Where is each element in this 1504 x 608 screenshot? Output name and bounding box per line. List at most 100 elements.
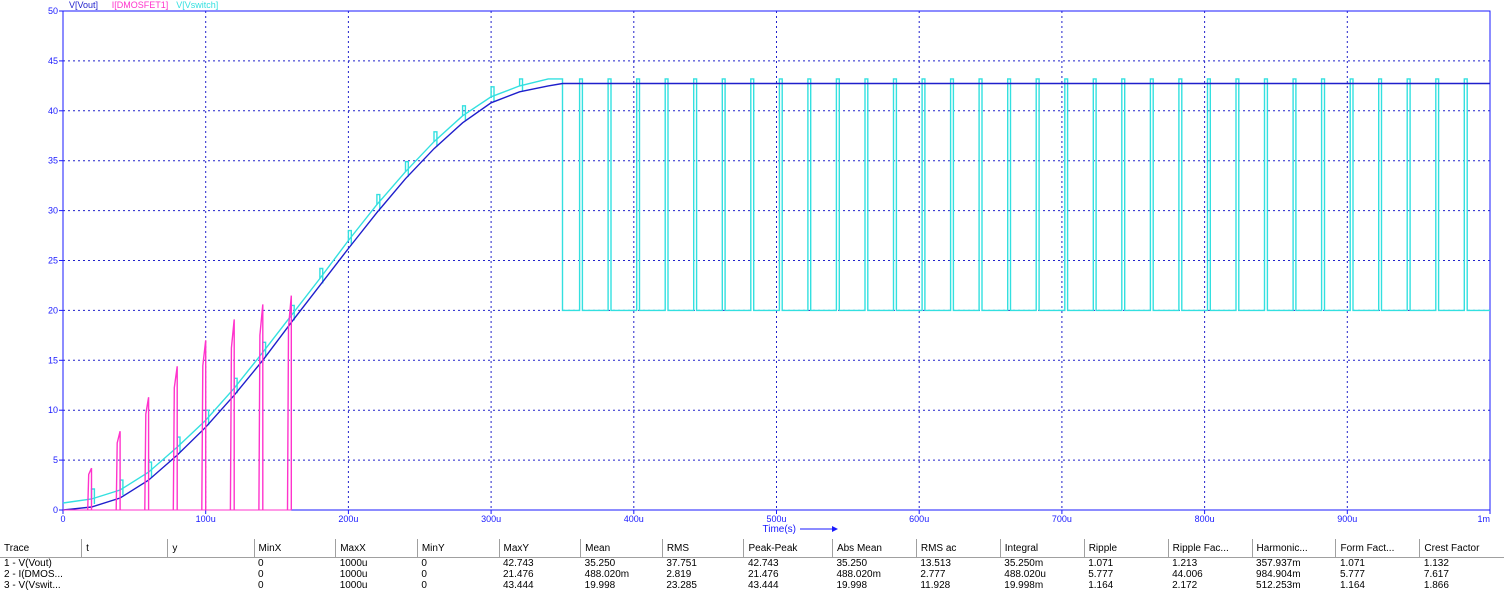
series-idmosfet-pulse — [172, 366, 178, 511]
series-idmosfet-pulse — [115, 431, 121, 511]
series-vswitch-pulse — [376, 193, 381, 210]
table-cell: 357.937m — [1256, 558, 1301, 569]
table-cell — [168, 569, 254, 580]
table-cell: 19.998m — [1004, 580, 1044, 591]
plot-frame — [62, 10, 1491, 511]
table-cell: 1.071 — [1088, 558, 1114, 569]
series-vswitch-pulse — [404, 161, 409, 177]
table-cell: 35.250 — [836, 558, 868, 569]
table-cell: 2.777 — [920, 569, 946, 580]
table-cell: 1 - V(Vout) — [4, 558, 52, 569]
series-idmosfet-pulse — [87, 467, 93, 511]
table-cell: 984.904m — [1256, 569, 1301, 580]
legend-entry: I[DMOSFET1] — [112, 0, 169, 10]
x-tick-label: 800u — [1195, 514, 1215, 524]
table-row[interactable]: 1 - V(Vout) 0 1000u 0 42.743 35.250 37.7… — [0, 558, 1504, 570]
y-tick-label: 25 — [48, 256, 58, 266]
column-header[interactable]: Peak-Peak — [743, 539, 833, 558]
series-idmosfet-pulse — [286, 295, 292, 511]
table-cell: 1.071 — [1339, 558, 1365, 569]
y-tick-label: 30 — [48, 206, 58, 216]
table-cell: 1.132 — [1423, 558, 1449, 569]
series-vswitch-pulse — [461, 105, 467, 121]
table-cell: 21.476 — [503, 569, 534, 580]
x-axis-title-group: Time(s) — [762, 524, 838, 535]
series-vswitch-pulse — [433, 131, 438, 147]
table-cell: 488.020m — [836, 569, 881, 580]
table-cell: 2 - I(DMOS... — [4, 569, 63, 580]
series-idmosfet-pulse — [258, 304, 264, 511]
table-cell: 2.172 — [1172, 580, 1198, 591]
table-row[interactable]: 3 - V(Vswit... 0 1000u 0 43.444 19.998 2… — [0, 580, 1504, 591]
table-cell: 43.444 — [747, 580, 779, 591]
x-tick-label: 400u — [624, 514, 644, 524]
x-tick-label: 1m — [1477, 514, 1490, 524]
table-cell: 7.617 — [1423, 569, 1449, 580]
series-vswitch-line — [62, 78, 1490, 504]
x-axis-arrow-head — [832, 526, 838, 532]
column-header[interactable]: y — [167, 539, 255, 558]
column-header[interactable]: Ripple Fac... — [1168, 539, 1253, 558]
table-cell: 35.250 — [584, 558, 616, 569]
table-cell: 5.777 — [1339, 569, 1365, 580]
y-tick-label: 45 — [48, 56, 58, 66]
waveform-plot[interactable]: V[Vout] I[DMOSFET1] V[Vswitch] 0 100u 200u 30… — [0, 0, 1504, 536]
table-cell: 1000u — [339, 580, 368, 591]
plot-axes — [59, 10, 1491, 514]
series-vswitch-pulse — [319, 267, 324, 284]
column-header[interactable]: Abs Mean — [832, 539, 917, 558]
table-cell: 512.253m — [1256, 580, 1301, 591]
table-cell: 1.164 — [1088, 580, 1114, 591]
table-cell: 488.020u — [1004, 569, 1046, 580]
table-cell: 1000u — [339, 569, 368, 580]
table-cell: 5.777 — [1088, 569, 1114, 580]
y-tick-label: 0 — [53, 505, 58, 515]
table-row[interactable]: 2 - I(DMOS... 0 1000u 0 21.476 488.020m … — [0, 569, 1504, 580]
measurement-results-table[interactable]: Trace t y MinX MaxX MinY MaxY Mean RMS P… — [0, 539, 1504, 591]
table-cell — [168, 558, 254, 570]
series-idmosfet-pulse — [201, 340, 207, 511]
column-header[interactable]: MinX — [254, 539, 337, 558]
column-header[interactable]: Form Fact... — [1335, 539, 1421, 558]
y-tick-label: 5 — [53, 455, 58, 465]
column-header[interactable]: Trace — [0, 539, 83, 558]
x-tick-label: 0 — [60, 514, 65, 524]
column-header[interactable]: MaxY — [499, 539, 582, 558]
table-cell: 42.743 — [503, 558, 534, 569]
y-tick-label: 15 — [48, 355, 58, 365]
table-cell: 21.476 — [747, 569, 779, 580]
column-header[interactable]: Ripple — [1084, 539, 1169, 558]
column-header[interactable]: t — [81, 539, 169, 558]
table-cell: 1.164 — [1339, 580, 1365, 591]
column-header[interactable]: Mean — [580, 539, 663, 558]
column-header[interactable]: Integral — [1000, 539, 1085, 558]
table-cell: 1000u — [339, 558, 368, 569]
column-header[interactable]: Crest Factor — [1419, 539, 1504, 558]
table-cell: 23.285 — [666, 580, 697, 591]
column-header[interactable]: RMS ac — [916, 539, 1001, 558]
column-header[interactable]: MaxX — [335, 539, 418, 558]
table-cell: 1.213 — [1172, 558, 1198, 569]
table-cell: 42.743 — [747, 558, 779, 569]
x-tick-label: 300u — [481, 514, 501, 524]
series-traces — [62, 78, 1490, 511]
table-cell: 0 — [421, 580, 427, 591]
column-header[interactable]: Harmonic... — [1252, 539, 1337, 558]
table-cell — [82, 580, 168, 591]
x-tick-label: 700u — [1052, 514, 1072, 524]
column-header[interactable]: MinY — [417, 539, 500, 558]
series-vswitch-pulse — [518, 78, 524, 91]
series-vswitch-pulse — [490, 86, 495, 102]
table-cell: 0 — [258, 558, 264, 569]
table-cell: 488.020m — [584, 569, 630, 580]
table-cell: 35.250m — [1004, 558, 1044, 569]
x-tick-label: 100u — [196, 514, 216, 524]
table-cell: 0 — [421, 558, 427, 569]
table-cell: 37.751 — [666, 558, 697, 569]
table-cell — [82, 558, 168, 570]
column-header[interactable]: RMS — [662, 539, 745, 558]
legend-entry: V[Vout] — [69, 0, 98, 10]
x-tick-label: 500u — [766, 514, 786, 524]
series-idmosfet-pulse — [229, 319, 235, 511]
table-cell: 13.513 — [920, 558, 951, 569]
